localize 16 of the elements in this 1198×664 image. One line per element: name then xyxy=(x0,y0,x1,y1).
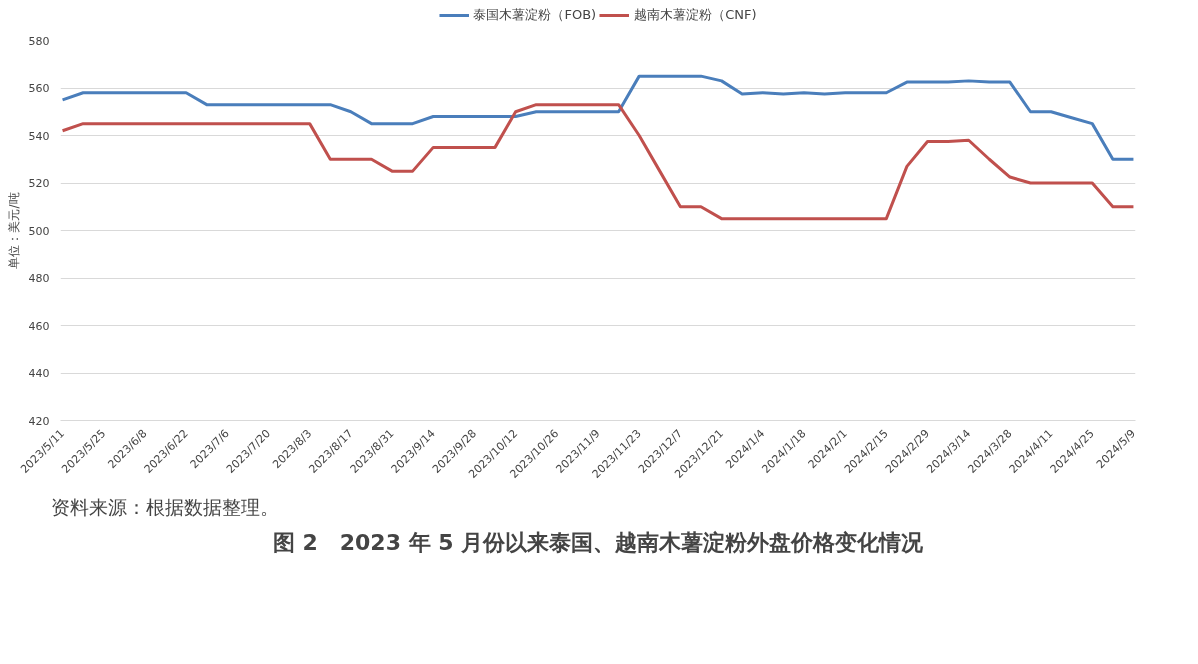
legend-label: 泰国木薯淀粉（FOB) xyxy=(473,6,597,24)
y-tick-label: 460 xyxy=(28,319,50,333)
text: 图 2 2023 年 5 月份以来泰国、越南木薯淀粉外盘价格变化情况 xyxy=(272,529,925,555)
y-tick-label: 440 xyxy=(28,367,50,380)
line-series xyxy=(61,103,1135,221)
y-tick-label: 500 xyxy=(28,224,50,238)
y-tick-label: 480 xyxy=(28,272,50,285)
y-tick-label: 580 xyxy=(28,34,50,48)
text: 资料来源：根据数据整理。 xyxy=(50,495,279,518)
y-axis-title: 单位：美元/吨 xyxy=(6,192,21,269)
y-tick-label: 540 xyxy=(28,129,50,143)
y-tick-label: 560 xyxy=(28,82,50,95)
y-tick-label: 420 xyxy=(28,414,50,428)
y-tick-label: 520 xyxy=(28,177,50,190)
line-series xyxy=(61,74,1135,161)
legend-label: 越南木薯淀粉（CNF) xyxy=(634,6,757,24)
